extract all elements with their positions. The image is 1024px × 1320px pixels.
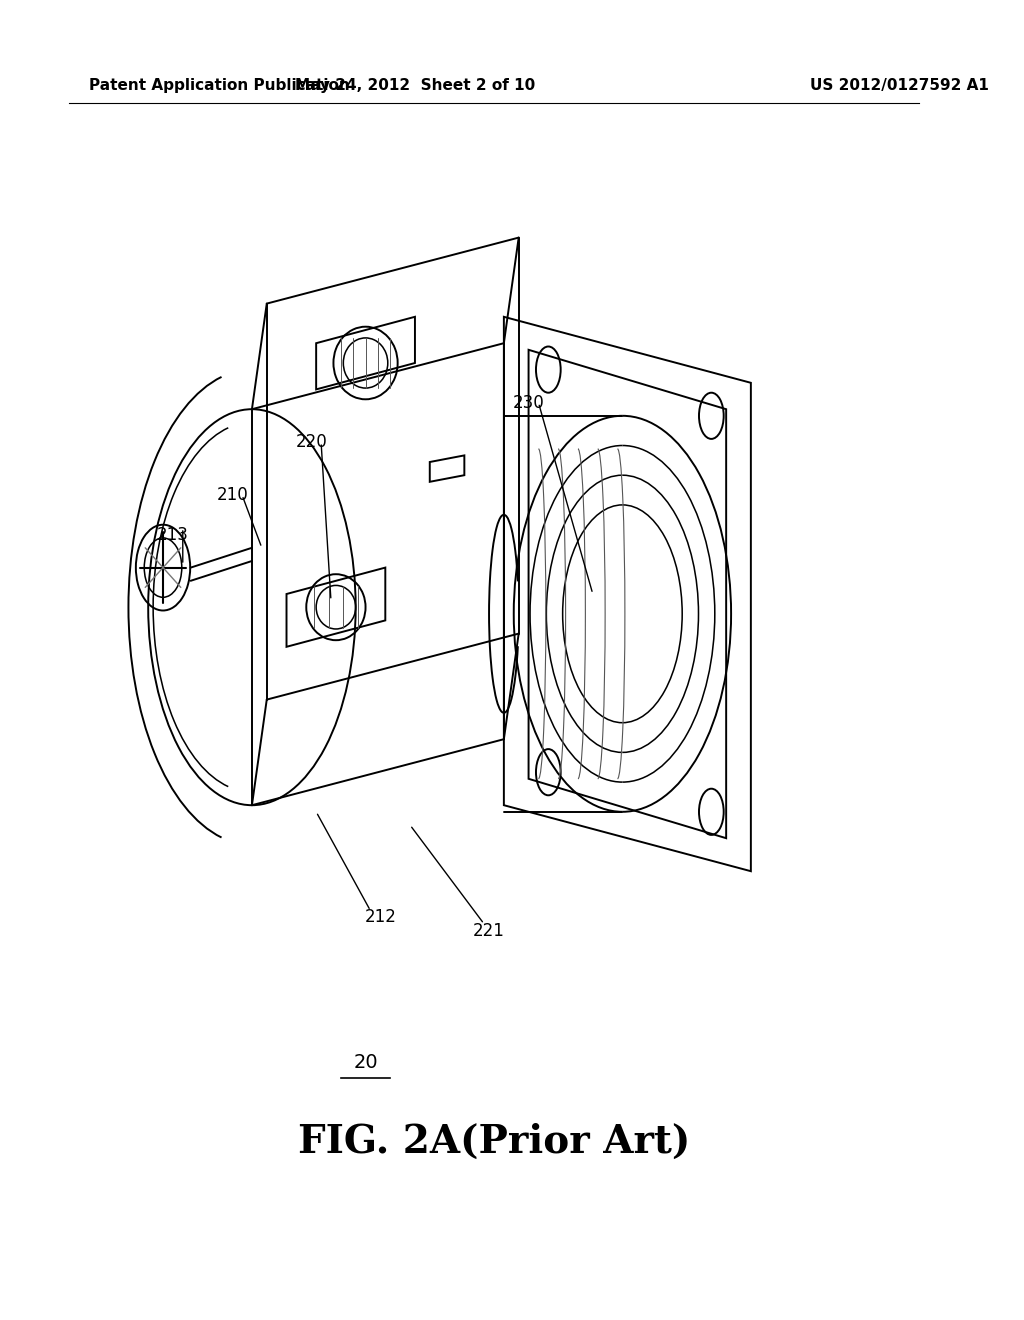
- Text: 221: 221: [473, 921, 505, 940]
- Text: 220: 220: [295, 433, 327, 451]
- Text: May 24, 2012  Sheet 2 of 10: May 24, 2012 Sheet 2 of 10: [295, 78, 536, 94]
- Text: US 2012/0127592 A1: US 2012/0127592 A1: [810, 78, 989, 94]
- Text: 20: 20: [353, 1053, 378, 1072]
- Text: 213: 213: [157, 525, 188, 544]
- Text: 210: 210: [216, 486, 248, 504]
- Text: 230: 230: [513, 393, 545, 412]
- Text: 212: 212: [365, 908, 396, 927]
- Text: Patent Application Publication: Patent Application Publication: [89, 78, 349, 94]
- Text: FIG. 2A(Prior Art): FIG. 2A(Prior Art): [298, 1123, 690, 1160]
